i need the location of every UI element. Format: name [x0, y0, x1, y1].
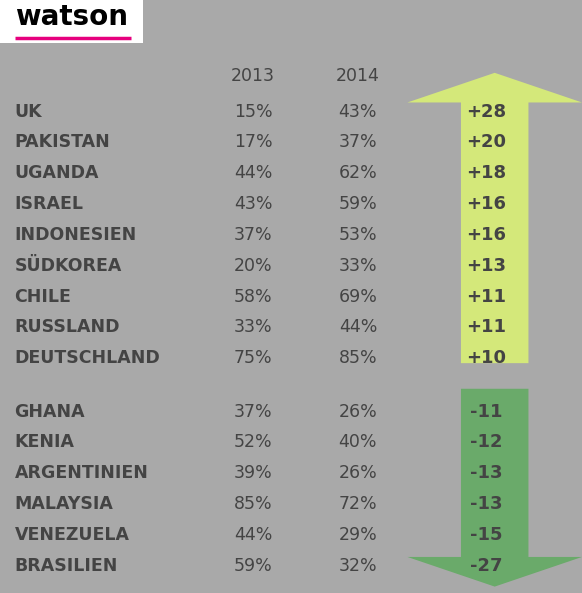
Text: 20%: 20%: [234, 257, 272, 275]
Text: 43%: 43%: [339, 103, 377, 120]
Text: KENIA: KENIA: [15, 433, 74, 451]
Text: RUSSLAND: RUSSLAND: [15, 318, 120, 336]
Text: 43%: 43%: [234, 195, 272, 213]
Text: 39%: 39%: [234, 464, 272, 482]
Text: 44%: 44%: [234, 526, 272, 544]
Text: DEUTSCHLAND: DEUTSCHLAND: [15, 349, 160, 367]
Text: 37%: 37%: [339, 133, 377, 151]
Text: +13: +13: [466, 257, 506, 275]
Text: 75%: 75%: [234, 349, 272, 367]
FancyBboxPatch shape: [0, 0, 143, 43]
Text: 37%: 37%: [234, 226, 272, 244]
Text: watson: watson: [15, 3, 127, 31]
Text: 44%: 44%: [339, 318, 377, 336]
Text: 69%: 69%: [339, 288, 377, 305]
Text: +11: +11: [466, 288, 506, 305]
Text: SÜDKOREA: SÜDKOREA: [15, 257, 122, 275]
Text: 59%: 59%: [339, 195, 377, 213]
Text: +16: +16: [466, 226, 506, 244]
Text: -27: -27: [470, 557, 502, 575]
Text: 33%: 33%: [339, 257, 377, 275]
Text: 37%: 37%: [234, 403, 272, 420]
Text: 53%: 53%: [339, 226, 377, 244]
Text: +20: +20: [466, 133, 506, 151]
Text: 40%: 40%: [339, 433, 377, 451]
Text: ARGENTINIEN: ARGENTINIEN: [15, 464, 148, 482]
Text: 17%: 17%: [234, 133, 272, 151]
Text: 2013: 2013: [231, 67, 275, 85]
Text: MALAYSIA: MALAYSIA: [15, 495, 113, 513]
Text: 44%: 44%: [234, 164, 272, 182]
Text: 52%: 52%: [234, 433, 272, 451]
Text: 29%: 29%: [339, 526, 377, 544]
Text: 26%: 26%: [339, 464, 377, 482]
Text: CHILE: CHILE: [15, 288, 72, 305]
Text: -11: -11: [470, 403, 502, 420]
Text: +11: +11: [466, 318, 506, 336]
Text: 59%: 59%: [234, 557, 272, 575]
Text: +10: +10: [466, 349, 506, 367]
Text: +16: +16: [466, 195, 506, 213]
Text: 32%: 32%: [339, 557, 377, 575]
Text: 26%: 26%: [339, 403, 377, 420]
Text: -13: -13: [470, 495, 502, 513]
Text: -15: -15: [470, 526, 502, 544]
Text: BRASILIEN: BRASILIEN: [15, 557, 118, 575]
Text: INDONESIEN: INDONESIEN: [15, 226, 137, 244]
Text: UGANDA: UGANDA: [15, 164, 99, 182]
Text: ISRAEL: ISRAEL: [15, 195, 84, 213]
Text: +18: +18: [466, 164, 506, 182]
Text: GHANA: GHANA: [15, 403, 85, 420]
Polygon shape: [407, 389, 582, 586]
Text: 58%: 58%: [234, 288, 272, 305]
Text: 33%: 33%: [234, 318, 272, 336]
Text: 62%: 62%: [339, 164, 377, 182]
Text: 85%: 85%: [234, 495, 272, 513]
Text: PAKISTAN: PAKISTAN: [15, 133, 111, 151]
Text: 72%: 72%: [339, 495, 377, 513]
Text: VENEZUELA: VENEZUELA: [15, 526, 130, 544]
Text: +28: +28: [466, 103, 506, 120]
Text: -13: -13: [470, 464, 502, 482]
Text: 2014: 2014: [336, 67, 380, 85]
Text: UK: UK: [15, 103, 42, 120]
Text: 15%: 15%: [234, 103, 272, 120]
Text: -12: -12: [470, 433, 502, 451]
Text: 85%: 85%: [339, 349, 377, 367]
Polygon shape: [407, 73, 582, 363]
